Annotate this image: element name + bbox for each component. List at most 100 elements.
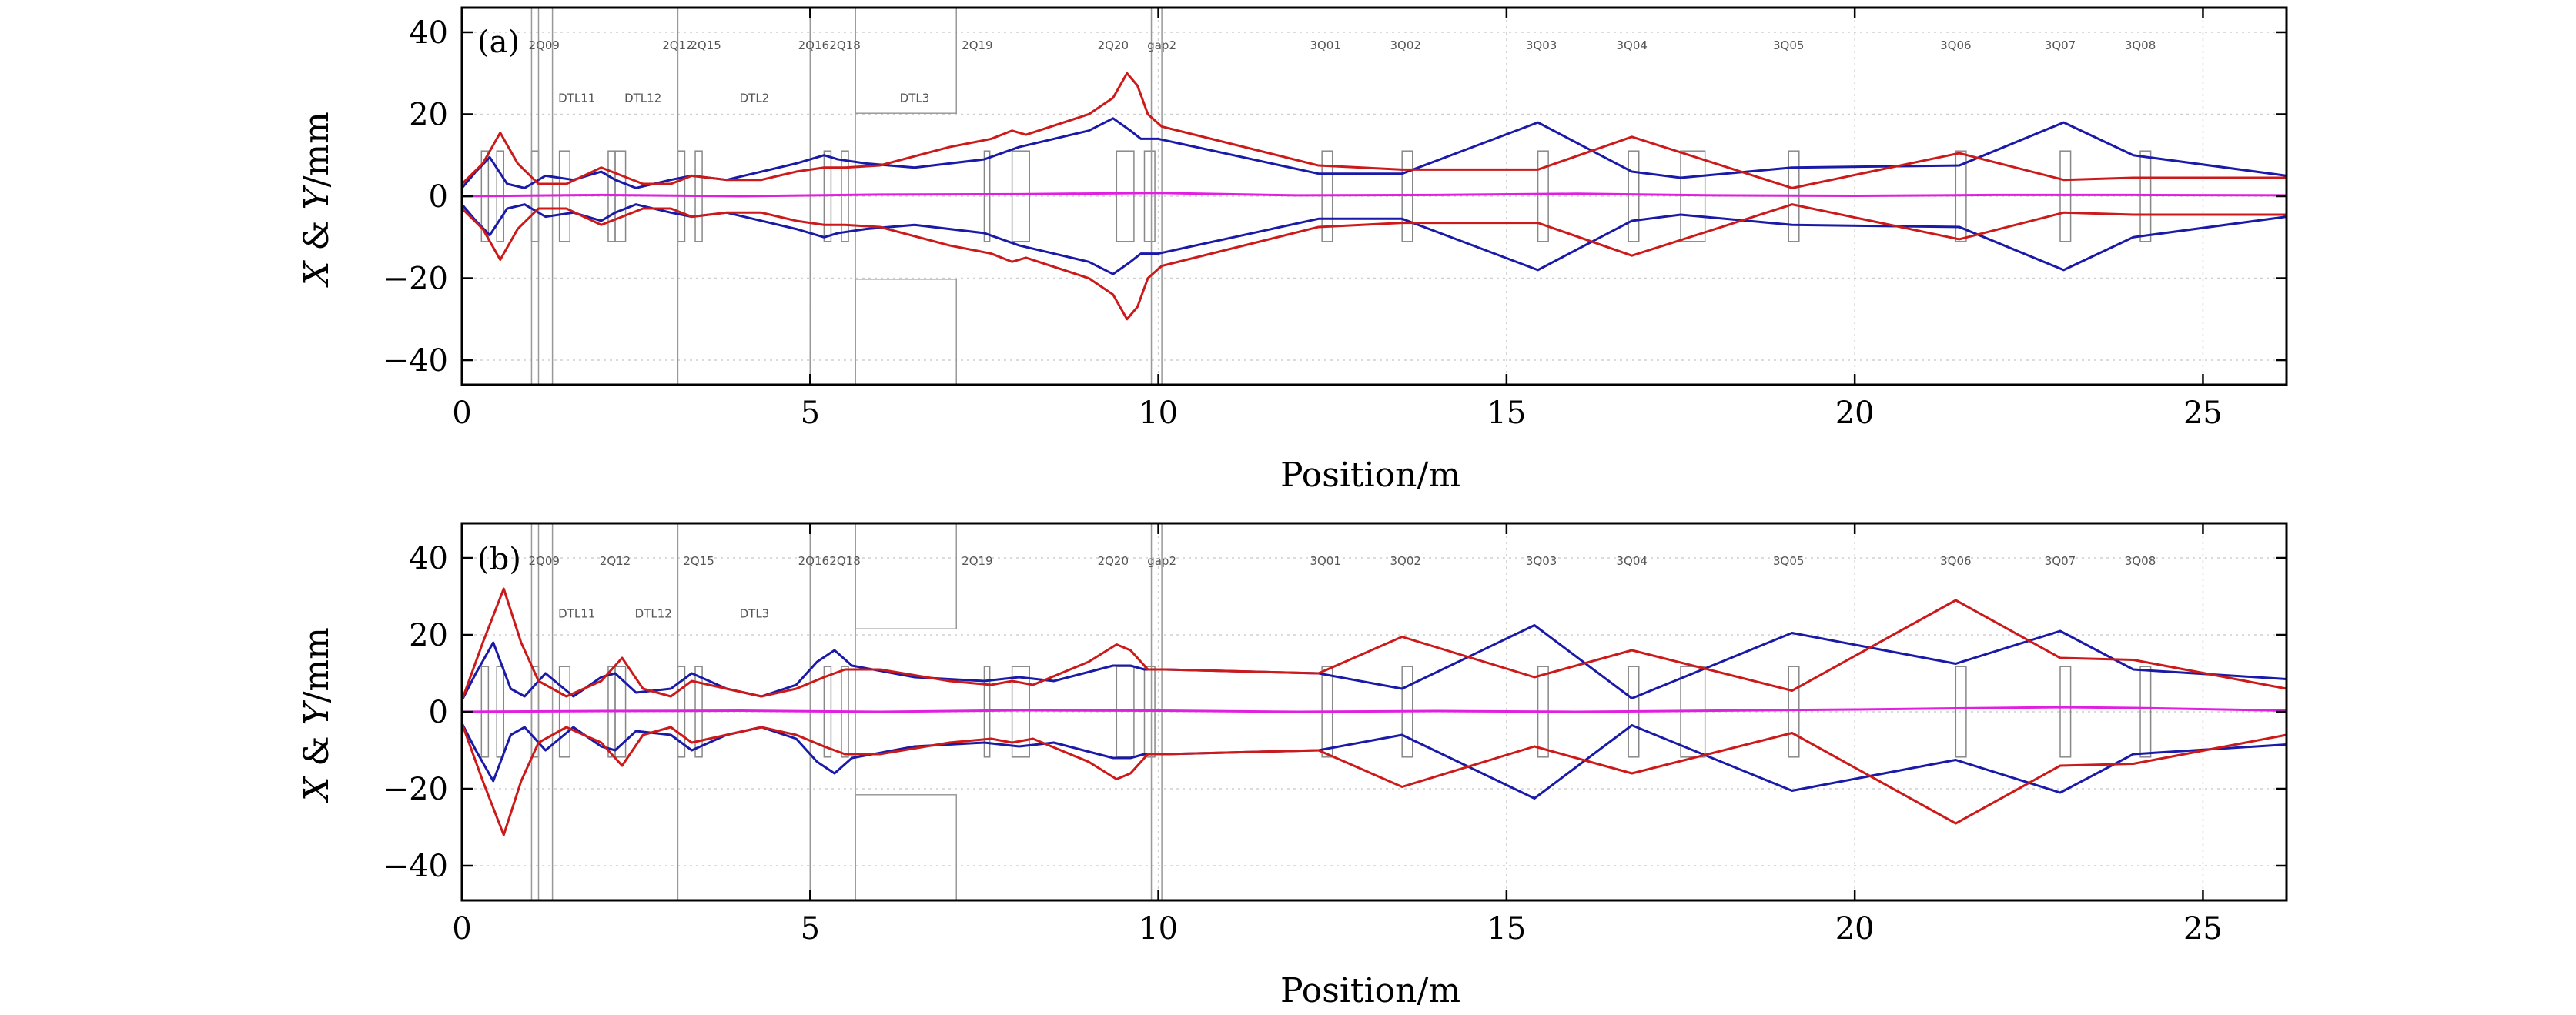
- panel-a-ytick-label: 0: [429, 179, 448, 215]
- panel-a-element-label: DTL3: [900, 92, 930, 105]
- panel-b-element-box: [2059, 666, 2072, 758]
- panel-b-tag: (b): [477, 542, 521, 577]
- panel-b-element-label: 3Q01: [1310, 554, 1340, 568]
- panel-b-element-label: 3Q04: [1616, 554, 1647, 568]
- panel-b-element-label: DTL12: [635, 607, 672, 621]
- panel-b-element-label: 2Q12: [600, 554, 631, 568]
- panel-a-element-label: 2Q18: [829, 38, 860, 52]
- panel-a-ylabel: X & Y/mm: [297, 112, 336, 288]
- panel-b-x-envelope-upper: [460, 624, 2287, 701]
- panel-a-ytick-label: −20: [383, 262, 448, 297]
- panel-a-tag: (a): [477, 25, 520, 60]
- panel-b-ylabel-unit: /mm: [297, 627, 336, 703]
- panel-b-xtick-label: 25: [2183, 911, 2223, 947]
- panel-b-element-label: DTL3: [740, 607, 770, 621]
- panel-b-xlabel: Position/m: [1280, 971, 1460, 1010]
- panel-b-element-label: 3Q07: [2045, 554, 2076, 568]
- panel-a-xlabel: Position/m: [1280, 456, 1460, 495]
- panel-a-element-box: [1116, 150, 1135, 242]
- panel-a-ytick-label: 20: [409, 97, 448, 132]
- panel-b-element-label: 2Q18: [829, 554, 860, 568]
- panel-b-chamber-box: [855, 794, 958, 901]
- panel-a-xtick-label: 20: [1835, 396, 1875, 431]
- panel-b-element-label: 2Q19: [962, 554, 992, 568]
- panel-a-element-label: 2Q15: [690, 38, 721, 52]
- panel-b-element-label: 2Q16: [798, 554, 829, 568]
- panel-a-xtick-label: 5: [801, 396, 820, 431]
- panel-a-xtick-label: 0: [452, 396, 471, 431]
- panel-b-x-envelope-lower: [460, 723, 2287, 800]
- panel-b-xtick-label: 15: [1487, 911, 1526, 947]
- panel-a-element-label: 2Q12: [662, 38, 693, 52]
- panel-b-element-label: 3Q05: [1773, 554, 1804, 568]
- panel-b-y-envelope-lower: [460, 723, 2287, 836]
- panel-a-xtick-label: 10: [1139, 396, 1178, 431]
- panel-b-element-label: 3Q08: [2125, 554, 2156, 568]
- panel-b-xtick-label: 0: [452, 911, 471, 947]
- panel-b-element-label: 3Q02: [1390, 554, 1420, 568]
- panel-b-ylabel: X & Y/mm: [297, 627, 336, 803]
- panel-a-element-box: [983, 150, 991, 242]
- panel-a-ylabel-x: X: [297, 260, 336, 288]
- panel-b-element-box: [1955, 666, 1967, 758]
- panel-a-ytick-label: −40: [383, 343, 448, 379]
- panel-b-element-box: [1116, 666, 1135, 758]
- panel-a-x-envelope-upper: [460, 117, 2287, 189]
- panel-a-element-box: [1628, 150, 1640, 242]
- panel-a-element-label: 3Q01: [1310, 38, 1340, 52]
- panel-b-y-envelope-upper: [460, 587, 2287, 701]
- panel-a-element-label: DTL11: [558, 92, 595, 105]
- panel-b-element-label: 3Q03: [1526, 554, 1557, 568]
- panel-a-element-box: [841, 150, 849, 242]
- panel-b-element-label: 2Q09: [529, 554, 560, 568]
- panel-a-element-label: gap2: [1147, 38, 1176, 52]
- panel-a-element-label: 3Q06: [1940, 38, 1971, 52]
- panel-a-element-box: [2139, 150, 2152, 242]
- panel-a-ticks: 0 5 10 15 20 25 40 20 0 −20 −40: [383, 8, 2287, 431]
- panel-b-xtick-label: 5: [801, 911, 820, 947]
- panel-b-element-labels: 2Q09 DTL11 2Q12 DTL12 2Q15 DTL3 2Q16 2Q18 2Q19 2Q…: [529, 554, 2156, 621]
- panel-b-ylabel-x: X: [297, 776, 336, 803]
- panel-a-y-envelope-lower: [460, 203, 2287, 321]
- panel-a-element-label: 3Q03: [1526, 38, 1557, 52]
- panel-b-xtick-label: 10: [1139, 911, 1178, 947]
- panel-b-xtick-label: 20: [1835, 911, 1875, 947]
- panel-a-element-label: 2Q16: [798, 38, 829, 52]
- panel-a-element-box: [1011, 150, 1030, 242]
- panel-a-element-label: 2Q20: [1098, 38, 1129, 52]
- panel-a-ylabel-y: Y: [297, 184, 336, 209]
- panel-b-chamber-box: [855, 523, 958, 629]
- panel-b: 2Q09 DTL11 2Q12 DTL12 2Q15 DTL3 2Q16 2Q18 2Q19 2Q…: [297, 522, 2288, 1010]
- panel-a-element-label: 3Q07: [2045, 38, 2076, 52]
- panel-a-element-box: [2059, 150, 2072, 242]
- panel-a-chamber-box: [855, 279, 958, 386]
- panel-b-ylabel-y: Y: [297, 699, 336, 725]
- panel-a-element-box: [1143, 150, 1156, 242]
- panel-a-element-label: DTL12: [624, 92, 661, 105]
- panel-a-element-label: 2Q19: [962, 38, 992, 52]
- panel-a-xtick-label: 25: [2183, 396, 2223, 431]
- panel-b-ytick-label: −40: [383, 849, 448, 884]
- panel-b-centroid-upper: [461, 706, 2287, 713]
- panel-a-y-envelope-upper: [460, 72, 2287, 189]
- panel-b-ytick-label: 40: [409, 541, 448, 576]
- panel-b-element-box: [1788, 666, 1800, 758]
- panel-b-element-label: 2Q15: [683, 554, 714, 568]
- panel-a-element-label: 2Q09: [529, 38, 560, 52]
- panel-a-element-label: DTL2: [740, 92, 770, 105]
- panel-b-series: [460, 587, 2287, 836]
- panel-b-element-label: 2Q20: [1098, 554, 1129, 568]
- panel-b-element-box: [2139, 666, 2152, 758]
- panel-a-x-envelope-lower: [460, 203, 2287, 275]
- panel-b-ytick-label: 0: [429, 695, 448, 730]
- panel-a-ylabel-unit: /mm: [297, 112, 336, 187]
- panel-b-element-box: [1011, 666, 1030, 758]
- panel-a-element-label: 3Q08: [2125, 38, 2156, 52]
- panel-a-element-label: 3Q05: [1773, 38, 1804, 52]
- panel-b-ylabel-amp: &: [297, 725, 336, 776]
- panel-b-element-label: DTL11: [558, 607, 595, 621]
- panel-b-ytick-label: −20: [383, 772, 448, 807]
